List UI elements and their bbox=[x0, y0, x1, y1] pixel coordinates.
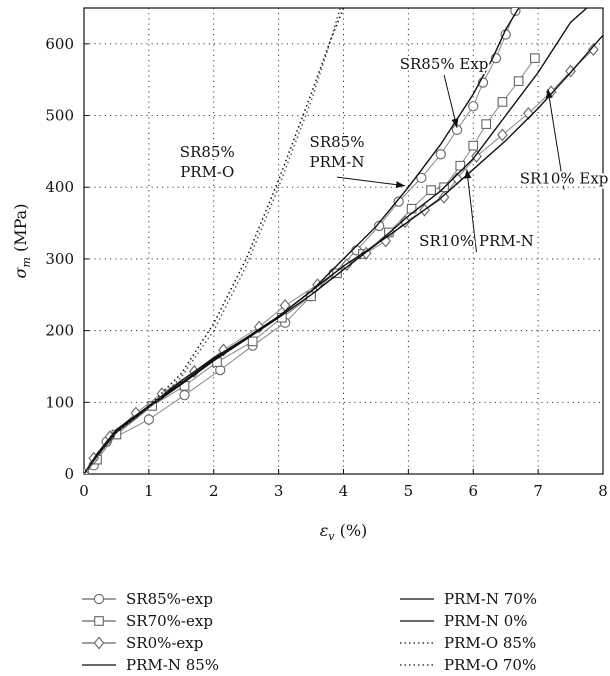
legend: SR85%-exp SR70%-exp SR0%-exp PRM-N 85% PRM-N… bbox=[80, 590, 610, 674]
data-point-sr0-exp bbox=[253, 320, 265, 334]
y-tick-label: 100 bbox=[45, 393, 74, 411]
series-prm-o-70 bbox=[84, 8, 342, 474]
legend-marker bbox=[93, 636, 105, 650]
annotation-arrow-line bbox=[443, 74, 458, 128]
y-tick-label: 300 bbox=[45, 250, 74, 268]
y-tick-label: 200 bbox=[45, 322, 74, 340]
data-point-sr85-exp bbox=[416, 172, 427, 184]
legend-swatch bbox=[82, 616, 116, 626]
series-line-prm-o-70 bbox=[84, 8, 342, 474]
series-prm-o-85 bbox=[84, 8, 345, 474]
legend-label: PRM-N 70% bbox=[444, 590, 538, 608]
legend-label: SR70%-exp bbox=[126, 612, 213, 630]
legend-item-prm-o-85: PRM-O 85% bbox=[398, 632, 536, 654]
data-point-sr85-exp bbox=[468, 101, 479, 112]
legend-swatch bbox=[82, 636, 116, 650]
legend-item-prm-n-85: PRM-N 85% bbox=[80, 654, 219, 676]
data-point-sr70-exp bbox=[455, 160, 466, 171]
y-tick-label: 400 bbox=[45, 178, 74, 196]
data-point-sr70-exp bbox=[497, 97, 508, 107]
data-point-sr70-exp bbox=[468, 140, 479, 151]
y-axis-label: σm (MPa) bbox=[11, 204, 33, 279]
series-prm-n-70 bbox=[84, 8, 588, 474]
x-tick-label: 1 bbox=[144, 482, 154, 500]
series-line-sr70-exp bbox=[84, 57, 536, 474]
legend-item-sr0-exp: SR0%-exp bbox=[80, 632, 203, 654]
data-point-sr70-exp bbox=[481, 119, 492, 129]
legend-label: PRM-O 85% bbox=[444, 634, 537, 652]
legend-item-prm-o-70: PRM-O 70% bbox=[398, 654, 536, 676]
data-point-sr0-exp bbox=[438, 190, 450, 204]
series-line-prm-o-85 bbox=[84, 8, 345, 474]
series-line-prm-n-0 bbox=[84, 34, 603, 474]
data-point-sr0-exp bbox=[587, 43, 599, 57]
annotation-arrowhead bbox=[395, 181, 406, 189]
annotation-label: SR10% Exp bbox=[520, 170, 609, 188]
annotation-arrowhead bbox=[464, 169, 472, 179]
annotation-label: SR10% PRM-N bbox=[419, 232, 534, 250]
annotation-arrow-line bbox=[336, 176, 406, 187]
x-tick-label: 4 bbox=[339, 482, 349, 500]
data-point-sr85-exp bbox=[435, 149, 446, 160]
data-point-sr70-exp bbox=[332, 268, 342, 279]
x-tick-label: 0 bbox=[79, 482, 89, 500]
annotation-label: SR85% PRM-O bbox=[180, 143, 235, 181]
y-tick-label: 500 bbox=[45, 107, 74, 125]
x-tick-label: 7 bbox=[533, 482, 543, 500]
legend-item-sr70-exp: SR70%-exp bbox=[80, 610, 213, 632]
x-tick-label: 6 bbox=[468, 482, 478, 500]
annotation-label: SR85% Exp bbox=[400, 55, 489, 73]
legend-label: PRM-O 70% bbox=[444, 656, 537, 674]
y-tick-label: 0 bbox=[64, 465, 74, 483]
legend-swatch bbox=[400, 664, 434, 666]
x-tick-label: 5 bbox=[404, 482, 414, 500]
legend-marker bbox=[94, 616, 104, 626]
data-point-sr0-exp bbox=[360, 246, 372, 260]
y-tick-label: 600 bbox=[45, 35, 74, 53]
legend-marker bbox=[93, 593, 105, 605]
legend-item-prm-n-0: PRM-N 0% bbox=[398, 610, 528, 632]
data-point-sr70-exp bbox=[530, 53, 540, 64]
legend-swatch bbox=[82, 664, 116, 666]
legend-label: PRM-N 0% bbox=[444, 612, 528, 630]
chart: 0 1 2 3 4 5 6 7 8 0 100 200 300 400 500 600 εv (%) σm (MP… bbox=[11, 7, 610, 543]
annotation-arrow-line bbox=[547, 88, 565, 190]
data-point-sr0-exp bbox=[399, 215, 411, 229]
legend-item-sr85-exp: SR85%-exp bbox=[80, 588, 213, 610]
legend-swatch bbox=[400, 642, 434, 644]
legend-label: SR0%-exp bbox=[126, 634, 204, 652]
data-point-sr70-exp bbox=[247, 336, 258, 347]
annotation-arrowhead bbox=[545, 89, 553, 99]
series-line-prm-n-70 bbox=[84, 8, 588, 474]
legend-swatch bbox=[400, 598, 434, 600]
legend-item-prm-n-70: PRM-N 70% bbox=[398, 588, 537, 610]
legend-label: PRM-N 85% bbox=[126, 656, 220, 674]
data-point-sr85-exp bbox=[143, 414, 155, 425]
data-point-sr85-exp bbox=[393, 196, 404, 207]
data-point-sr0-exp bbox=[471, 149, 482, 163]
data-point-sr70-exp bbox=[513, 76, 524, 86]
x-axis-label: εv (%) bbox=[320, 521, 368, 543]
series-line-sr0-exp bbox=[84, 49, 594, 474]
annotation-arrowhead bbox=[451, 118, 459, 128]
legend-swatch bbox=[400, 620, 434, 622]
data-point-sr0-exp bbox=[497, 128, 508, 142]
data-point-sr85-exp bbox=[374, 220, 385, 232]
legend-label: SR85%-exp bbox=[126, 590, 213, 608]
annotation-label: SR85% PRM-N bbox=[310, 133, 365, 171]
data-point-sr85-exp bbox=[179, 389, 190, 401]
x-tick-label: 3 bbox=[274, 482, 284, 500]
x-tick-label: 2 bbox=[209, 482, 219, 500]
x-tick-label: 8 bbox=[598, 482, 608, 500]
annotation-arrow-line bbox=[466, 169, 477, 253]
legend-swatch bbox=[82, 593, 116, 605]
series-prm-n-0 bbox=[84, 34, 603, 474]
data-point-sr70-exp bbox=[426, 185, 436, 195]
